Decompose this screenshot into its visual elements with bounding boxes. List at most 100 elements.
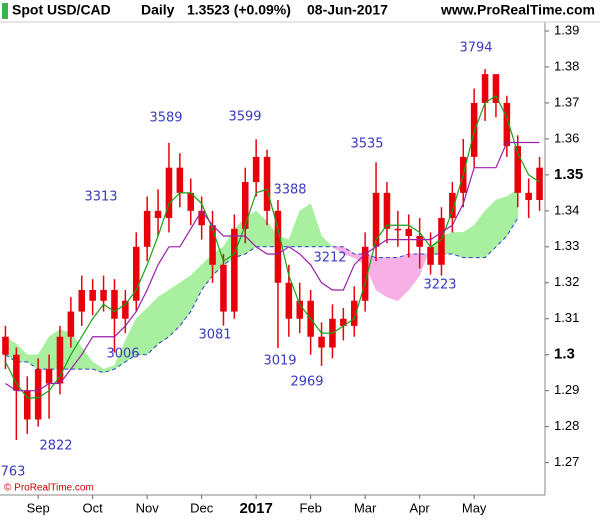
plot-area [2,69,543,440]
candle-body [89,289,96,301]
candle-body [274,210,282,283]
x-tick-label: Sep [27,500,50,515]
y-tick-label: 1.39 [554,22,579,37]
period: Daily [141,2,175,18]
candle-body [285,282,293,319]
y-tick-label: 1.3 [554,346,575,363]
candle-body [56,336,64,384]
candle-body [154,210,162,219]
candle-body [383,192,391,229]
x-tick-label: Feb [299,500,321,515]
candle-body [481,74,489,103]
annotation: 3223 [423,278,456,293]
cloud-segment [157,289,170,345]
y-tick-label: 1.36 [554,130,579,145]
x-tick-label: Apr [410,500,431,515]
candle-body [143,210,151,247]
candle-body [405,228,413,237]
candle-body [416,236,423,247]
candle-body [427,246,434,265]
candle-body [503,102,511,147]
x-tick-label: Mar [354,500,377,515]
candle-body [372,192,380,247]
candle-body [318,336,325,348]
y-tick-label: 1.31 [554,310,579,325]
chart-title: Spot USD/CAD [12,2,111,18]
candle-body [514,146,522,193]
x-tick-label: Oct [83,500,104,515]
x-tick-label: Nov [136,500,160,515]
footer: © ProRealTime.com [4,483,94,494]
indicator-line [5,141,540,392]
candle-body [361,246,369,301]
cloud-segment [386,257,399,302]
annotation: 3081 [198,328,231,343]
annotation: 2969 [290,375,323,390]
logo-bar [2,3,8,19]
candle-body [525,192,532,201]
candle-body [470,102,478,157]
candle-body [2,336,9,355]
candle-body [67,311,75,337]
candle-body [100,289,107,301]
date: 08-Jun-2017 [307,2,388,18]
x-tick-label: May [462,500,487,515]
annotation: 3589 [149,111,182,126]
cloud-segment [299,203,311,248]
y-tick-label: 1.38 [554,58,579,73]
x-tick-label: Dec [190,500,214,515]
source: www.ProRealTime.com [440,2,595,18]
candle-body [78,289,86,312]
candle-body [132,246,140,301]
y-tick-label: 1.37 [554,94,579,109]
candle-body [296,300,304,319]
candle-body [165,167,173,219]
candle-body [492,74,500,103]
candle-body [187,192,195,211]
candle-body [449,192,456,219]
annotation: 763 [1,465,26,480]
candle-body [263,156,271,211]
candle-body [23,390,31,420]
candle-body [13,354,20,391]
annotation: 3006 [106,347,139,362]
candle-body [220,264,227,312]
y-tick-label: 1.34 [554,202,579,217]
candle-body [340,318,347,326]
y-tick-label: 1.27 [554,454,579,469]
candle-body [198,210,205,226]
annotation: 3794 [459,41,492,56]
annotation: 3313 [84,190,117,205]
candle-body [45,369,53,384]
y-tick-label: 1.28 [554,418,579,433]
candle-body [122,300,129,319]
candle-body [111,289,118,319]
y-tick-label: 1.29 [554,382,579,397]
annotation: 3388 [273,183,306,198]
annotation: 3212 [313,251,346,266]
candle-body [350,300,358,326]
candle-body [34,369,42,420]
y-tick-label: 1.32 [554,274,579,289]
x-tick-label: 2017 [239,500,272,517]
candle-body [394,228,402,231]
candle-body [241,182,249,229]
candle-body [252,156,260,183]
candle-body [231,228,238,312]
cloud-segment [452,232,464,258]
price: 1.3523 (+0.09%) [187,2,291,18]
annotation: 2822 [39,439,72,454]
indicator-line [4,94,540,399]
annotation: 3019 [263,354,296,369]
candle-body [438,218,445,265]
candle-body [209,225,216,265]
cloud-segment [375,257,388,298]
cloud-segment [506,188,518,237]
candle-body [176,167,184,193]
y-tick-label: 1.35 [554,166,583,183]
annotation: 3535 [350,137,383,152]
annotation: 3599 [228,110,261,125]
y-tick-label: 1.33 [554,238,579,253]
